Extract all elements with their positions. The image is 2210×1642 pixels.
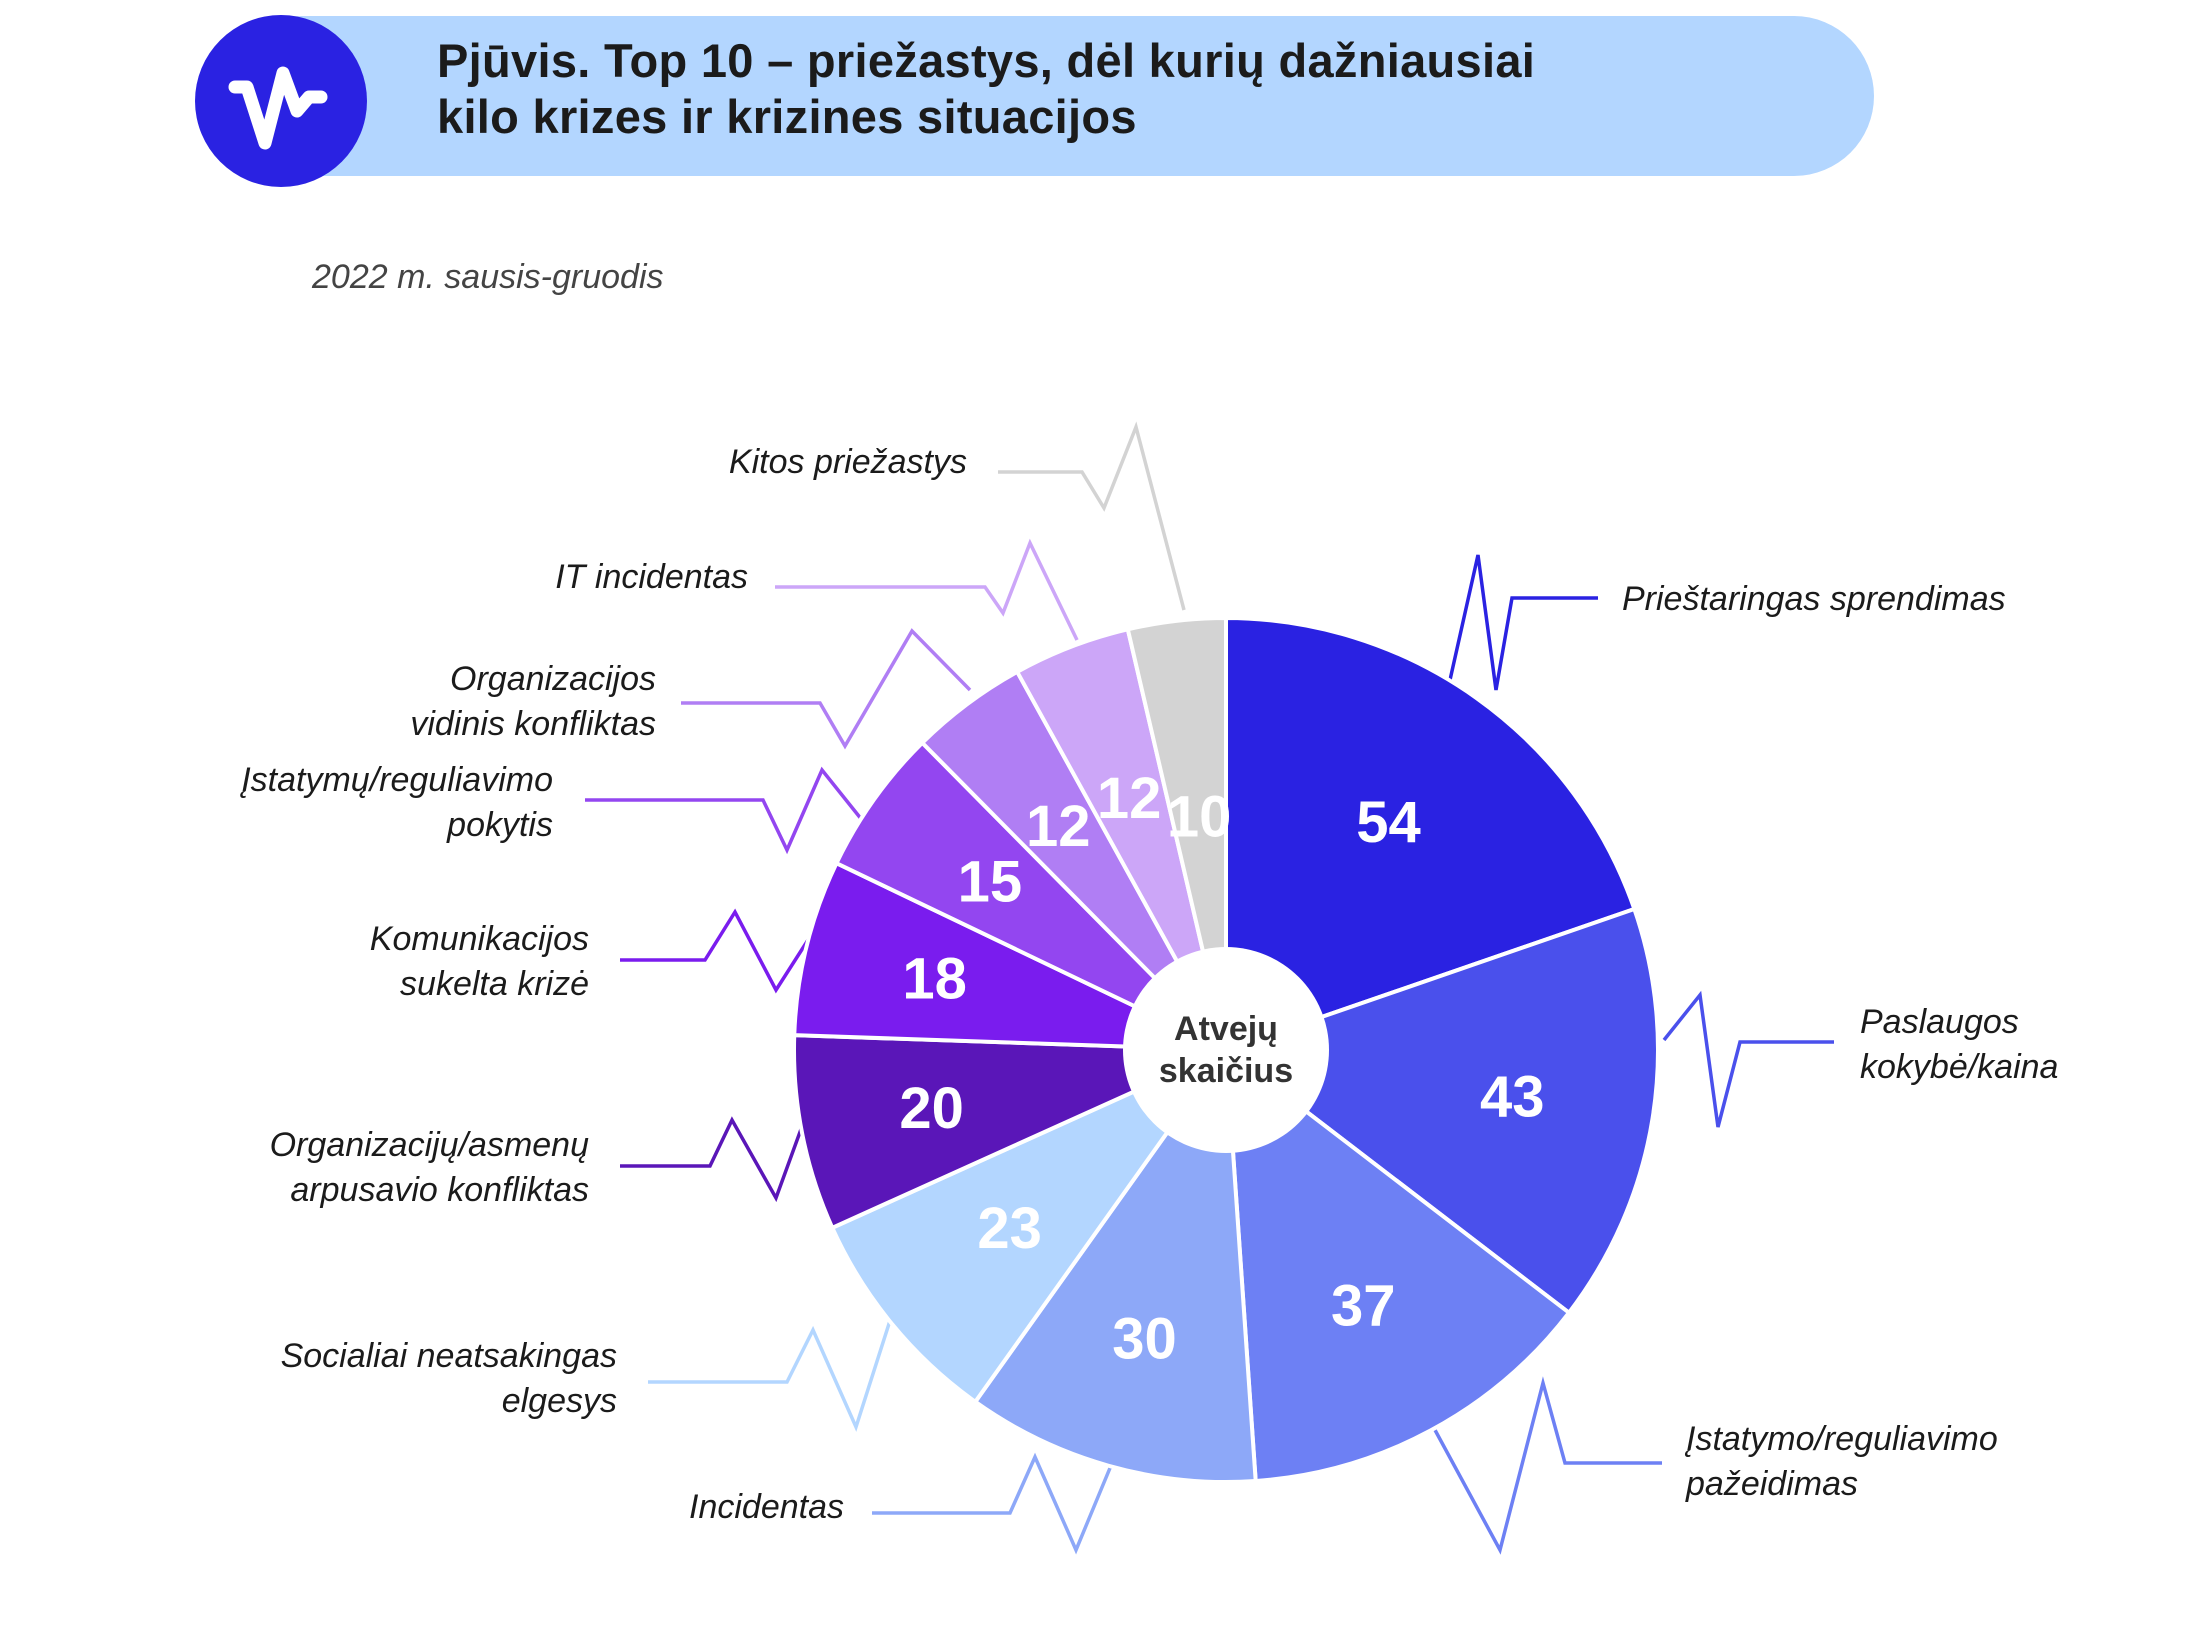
pie-slice: [834, 740, 1228, 1052]
title-line-2: kilo krizes ir krizines situacijos: [437, 90, 1137, 143]
leader-line: [1662, 990, 1834, 1128]
slice-category-label: Organizacijos vidinis konfliktas: [410, 660, 656, 743]
slice-value-label: 15: [958, 850, 1023, 915]
pie-slice: [830, 1048, 1228, 1404]
title-line-1: Pjūvis. Top 10 – priežastys, dėl kurių d…: [437, 34, 1536, 87]
leader-line: [648, 1304, 897, 1432]
leader-line: [998, 421, 1186, 611]
slice-value-label: 18: [902, 946, 967, 1011]
slice-category-label: Incidentas: [689, 1488, 844, 1526]
pie-slice: [792, 861, 1228, 1052]
leader-line: [872, 1452, 1112, 1555]
slice-category-label: Socialiai neatsakingas elgesys: [281, 1337, 617, 1420]
slice-value-label: 43: [1480, 1064, 1545, 1129]
pie-slice: [1224, 906, 1660, 1315]
slice-category-label: Prieštaringas sprendimas: [1622, 580, 2006, 618]
slice-category-label: Organizacijų/asmenų arpusavio konfliktas: [270, 1126, 589, 1209]
slice-category-label: Įstatymų/reguliavimo pokytis: [239, 761, 553, 844]
center-label: Atvejų skaičius: [1159, 1010, 1293, 1090]
slice-value-label: 30: [1112, 1307, 1177, 1372]
pie-slice: [792, 1033, 1228, 1230]
page-title: Pjūvis. Top 10 – priežastys, dėl kurių d…: [437, 33, 1837, 145]
slice-category-label: Įstatymo/reguliavimo pažeidimas: [1684, 1420, 1998, 1503]
leader-line: [1433, 1376, 1662, 1555]
donut-center: [1123, 947, 1329, 1153]
leader-line: [1448, 554, 1598, 691]
pie-slice: [1125, 616, 1228, 1052]
pie-slice: [1224, 1048, 1571, 1483]
pie-slice: [1224, 616, 1637, 1052]
pie-slices: [792, 616, 1660, 1484]
subtitle: 2022 m. sausis-gruodis: [312, 258, 664, 296]
slice-value-label: 12: [1097, 766, 1162, 831]
slice-category-label: Komunikacijos sukelta krizė: [370, 920, 589, 1003]
leader-lines: [585, 421, 1834, 1555]
leader-line: [775, 538, 1079, 641]
slice-labels: Prieštaringas sprendimas Paslaugos kokybė/…: [239, 443, 2058, 1526]
slice-value-label: 54: [1356, 790, 1421, 855]
pie-slice: [973, 1048, 1258, 1484]
slice-value-label: 23: [977, 1196, 1042, 1261]
pulse-wave-icon: [228, 66, 328, 150]
slice-value-label: 37: [1331, 1273, 1396, 1338]
leader-line: [620, 908, 810, 994]
logo: [195, 15, 367, 187]
header-banner: [222, 16, 1874, 176]
slice-category-label: IT incidentas: [555, 558, 748, 596]
leader-line: [585, 766, 864, 855]
slice-category-label: Kitos priežastys: [729, 443, 967, 481]
slice-value-label: 10: [1167, 785, 1232, 850]
leader-line: [681, 628, 972, 750]
slice-category-label: Paslaugos kokybė/kaina: [1860, 1003, 2058, 1086]
slice-value-label: 20: [899, 1076, 964, 1141]
leader-line: [620, 1109, 810, 1203]
slice-value-label: 12: [1026, 794, 1091, 859]
